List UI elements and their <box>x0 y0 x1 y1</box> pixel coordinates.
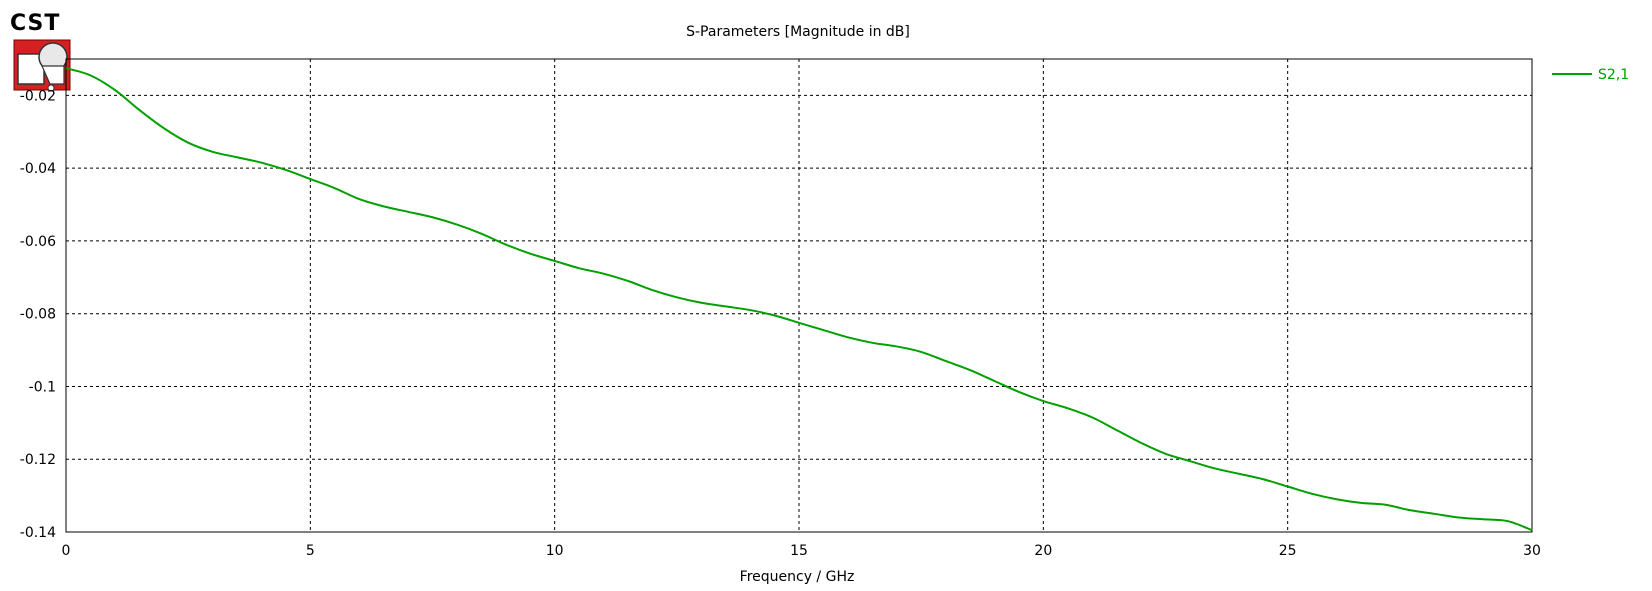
y-tick-label: -0.1 <box>29 379 56 395</box>
logo-text: CST <box>10 11 60 36</box>
x-axis-ticks: 0 5 10 15 20 25 30 <box>62 543 1541 559</box>
x-tick-label: 0 <box>62 543 71 559</box>
series-layer <box>65 67 1533 532</box>
y-tick-label: -0.02 <box>20 88 56 104</box>
plot-frame <box>65 58 1533 533</box>
y-tick-label: -0.08 <box>20 307 56 323</box>
y-tick-label: -0.14 <box>20 525 56 541</box>
grid <box>66 59 1532 532</box>
chart-title: S-Parameters [Magnitude in dB] <box>686 24 910 40</box>
logo-shape-icon <box>41 65 65 85</box>
legend-label-s21: S2,1 <box>1598 67 1629 83</box>
x-tick-label: 15 <box>790 543 808 559</box>
legend: S2,1 <box>1552 67 1629 83</box>
x-tick-label: 20 <box>1034 543 1052 559</box>
x-tick-label: 30 <box>1523 543 1541 559</box>
x-tick-label: 25 <box>1279 543 1297 559</box>
logo-dot-icon <box>47 84 55 92</box>
x-axis-title: Frequency / GHz <box>740 569 855 585</box>
x-tick-label: 5 <box>306 543 315 559</box>
y-axis-ticks: -0.02 -0.04 -0.06 -0.08 -0.1 -0.12 -0.14 <box>20 88 56 541</box>
series-line-s21 <box>65 67 1533 532</box>
y-tick-label: -0.06 <box>20 234 56 250</box>
cst-logo: CST <box>10 11 71 92</box>
y-tick-label: -0.04 <box>20 161 56 177</box>
y-tick-label: -0.12 <box>20 452 56 468</box>
x-tick-label: 10 <box>546 543 564 559</box>
